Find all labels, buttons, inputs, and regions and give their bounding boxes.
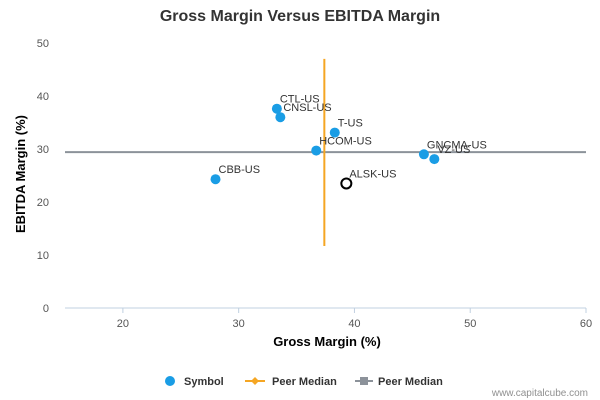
data-label-ctl-us: CTL-US — [280, 94, 320, 106]
legend-horizontal-median-label: Peer Median — [378, 376, 443, 388]
credit-link[interactable]: www.capitalcube.com — [491, 388, 588, 399]
x-tick-label-20: 20 — [117, 318, 129, 330]
data-point-cbb-us[interactable] — [210, 174, 221, 185]
data-point-vz-us[interactable] — [429, 154, 440, 165]
legend-item-symbol[interactable]: Symbol — [165, 376, 224, 388]
legend-item-peer-median-horizontal[interactable]: Peer Median — [355, 376, 443, 388]
data-point-cnsl-us[interactable] — [275, 112, 286, 123]
x-axis-title: Gross Margin (%) — [273, 334, 381, 349]
y-tick-label-20: 20 — [37, 197, 49, 209]
legend: Symbol Peer Median Peer Median — [165, 376, 443, 388]
data-label-vz-us: VZ-US — [437, 144, 470, 156]
data-label-cbb-us: CBB-US — [219, 164, 261, 176]
x-tick-label-30: 30 — [233, 318, 245, 330]
x-tick-label-60: 60 — [580, 318, 592, 330]
chart-title: Gross Margin Versus EBITDA Margin — [160, 8, 440, 25]
legend-vertical-median-label: Peer Median — [272, 376, 337, 388]
data-label-t-us: T-US — [338, 118, 363, 130]
data-point-hcom-us[interactable] — [311, 145, 322, 156]
legend-vertical-median-marker — [251, 377, 259, 385]
legend-symbol-label: Symbol — [184, 376, 224, 388]
data-point-gncma-us[interactable] — [418, 149, 429, 160]
data-point-alsk-us[interactable] — [340, 177, 353, 190]
y-tick-label-30: 30 — [37, 144, 49, 156]
x-tick-label-40: 40 — [348, 318, 360, 330]
data-point-ctl-us[interactable] — [271, 103, 282, 114]
data-label-hcom-us: HCOM-US — [319, 136, 372, 148]
y-tick-label-40: 40 — [37, 91, 49, 103]
y-tick-label-50: 50 — [37, 38, 49, 50]
data-label-cnsl-us: CNSL-US — [283, 102, 331, 114]
x-tick-label-50: 50 — [464, 318, 476, 330]
y-tick-label-10: 10 — [37, 250, 49, 262]
y-axis-title: EBITDA Margin (%) — [13, 115, 28, 233]
legend-symbol-marker — [165, 376, 175, 386]
legend-item-peer-median-vertical[interactable]: Peer Median — [245, 376, 337, 388]
data-label-gncma-us: GNCMA-US — [427, 139, 487, 151]
data-point-t-us[interactable] — [329, 127, 340, 138]
legend-horizontal-median-marker — [360, 377, 368, 385]
y-tick-label-0: 0 — [43, 303, 49, 315]
data-label-alsk-us: ALSK-US — [349, 168, 396, 180]
